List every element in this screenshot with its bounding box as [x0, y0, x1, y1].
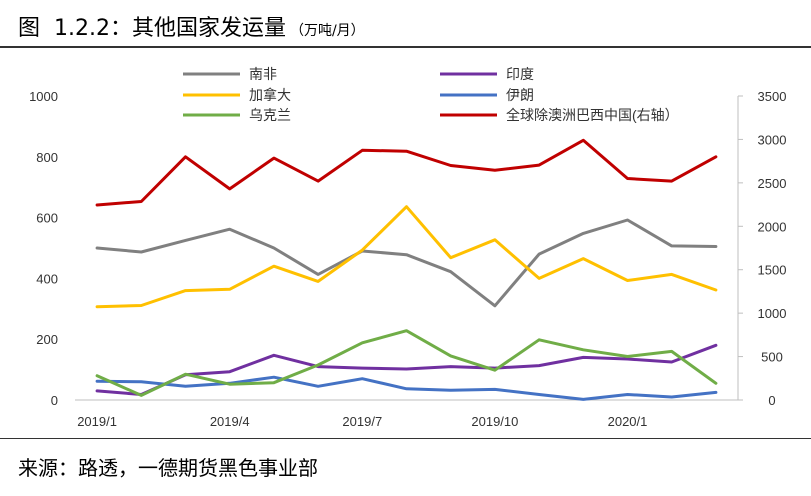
- top-rule: [0, 46, 811, 48]
- figure-title: 图 1.2.2：其他国家发运量: [18, 16, 286, 41]
- source-note: 来源：路透，一德期货黑色事业部: [18, 456, 318, 480]
- bottom-rule: [0, 438, 811, 439]
- legend-label: 加拿大: [249, 87, 291, 103]
- x-tick-label: 2019/1: [77, 414, 117, 429]
- series-line: [95, 329, 718, 397]
- y-right-tick-label: 2500: [758, 176, 787, 191]
- y-right-tick-label: 3500: [758, 89, 787, 104]
- figure-unit: （万吨/月）: [289, 23, 365, 39]
- series-line: [95, 218, 718, 308]
- x-tick-label: 2020/1: [608, 414, 648, 429]
- legend-label: 南非: [249, 66, 277, 82]
- y-left-tick-label: 800: [36, 150, 58, 165]
- figure-title-row: 图 1.2.2：其他国家发运量 （万吨/月）: [18, 10, 365, 44]
- y-left-tick-label: 0: [51, 393, 58, 408]
- y-left-tick-label: 400: [36, 271, 58, 286]
- legend-label: 乌克兰: [249, 107, 291, 123]
- y-left-tick-label: 1000: [29, 89, 58, 104]
- series-line: [95, 375, 718, 401]
- x-tick-label: 2019/7: [342, 414, 382, 429]
- legend-label: 印度: [506, 66, 534, 82]
- y-left-tick-label: 200: [36, 332, 58, 347]
- x-tick-label: 2019/10: [471, 414, 518, 429]
- series-group: [95, 138, 718, 401]
- legend-label: 伊朗: [506, 87, 534, 103]
- line-chart: 0 200 400 600 800 1000 0 500 1000 1500 2000 2500 300…: [29, 66, 786, 429]
- series-line: [95, 138, 718, 207]
- series-line: [95, 343, 718, 396]
- y-right-tick-label: 500: [761, 350, 783, 365]
- y-right-tick-label: 0: [768, 393, 775, 408]
- x-tick-label: 2019/4: [210, 414, 250, 429]
- y-right-tick-label: 3000: [758, 132, 787, 147]
- y-right-tick-label: 1000: [758, 306, 787, 321]
- y-right-tick-label: 1500: [758, 263, 787, 278]
- series-line: [95, 205, 718, 309]
- legend-label: 全球除澳洲巴西中国(右轴）: [506, 107, 679, 123]
- axes-group: 0 200 400 600 800 1000 0 500 1000 1500 2000 2500 300…: [29, 89, 786, 429]
- y-left-tick-label: 600: [36, 211, 58, 226]
- y-right-tick-label: 2000: [758, 219, 787, 234]
